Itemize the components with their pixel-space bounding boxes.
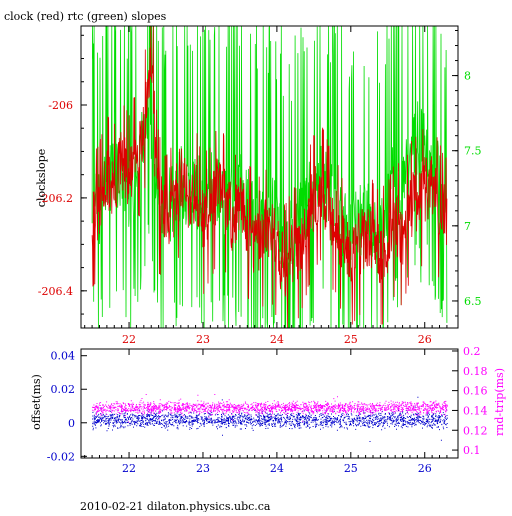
slopes-x-tick-label: 23	[196, 333, 210, 346]
offset-y-tick-label: 0.02	[51, 383, 76, 396]
rndtrip-y-axis-label: rnd-trip(ms)	[493, 368, 506, 436]
slopes-x-tick-label: 22	[122, 333, 136, 346]
offset-y-tick-label: 0.04	[51, 350, 76, 363]
offset-scatter-points	[92, 396, 448, 442]
offset-plot-frame	[80, 348, 459, 459]
slopes-y2-tick-label: 7.5	[464, 145, 482, 158]
rndtrip-y2-tick-label: 0.1	[463, 444, 481, 457]
rndtrip-y2-tick-label: 0.16	[463, 385, 488, 398]
rndtrip-y2-tick-label: 0.14	[463, 404, 488, 417]
clock-slope-line	[91, 25, 448, 329]
slopes-y-tick-label: -206	[48, 99, 73, 112]
offset-x-tick-label: 23	[196, 462, 210, 475]
slopes-y2-tick-label: 6.5	[464, 295, 482, 308]
slopes-ticks-layer: 22 23 24 25 26 -206.4 -206.2 -206 6.5 7 7.5 8	[38, 26, 482, 346]
slopes-x-tick-label: 26	[418, 333, 432, 346]
offset-y-tick-label: -0.02	[47, 450, 75, 463]
slopes-y-axis-label: clockslope	[35, 149, 48, 207]
slopes-y2-tick-label: 8	[464, 70, 471, 83]
slopes-series-layer	[91, 25, 448, 329]
rndtrip-y2-tick-label: 0.18	[463, 365, 488, 378]
rndtrip-scatter-points	[92, 394, 448, 423]
slopes-x-tick-label: 24	[270, 333, 284, 346]
offset-panel: 22 23 24 25 26 -0.02 0 0.02 0.04 0.1 0.12 0.14 0.16 0…	[30, 345, 506, 475]
slopes-y2-tick-label: 7	[464, 220, 471, 233]
offset-y-tick-label: 0	[68, 417, 75, 430]
rndtrip-y2-tick-label: 0.12	[463, 424, 488, 437]
offset-x-tick-label: 25	[344, 462, 358, 475]
footer-text: 2010-02-21 dilaton.physics.ubc.ca	[80, 500, 271, 512]
rndtrip-y2-tick-label: 0.2	[463, 345, 481, 358]
offset-series-layer	[92, 394, 448, 442]
offset-x-tick-label: 24	[270, 462, 284, 475]
slopes-y-tick-label: -206.2	[38, 192, 73, 205]
slopes-panel: 22 23 24 25 26 -206.4 -206.2 -206 6.5 7 7.5 8 clock…	[35, 25, 482, 346]
offset-y-axis-label: offset(ms)	[30, 374, 43, 430]
offset-x-tick-label: 22	[122, 462, 136, 475]
slopes-y-tick-label: -206.4	[38, 285, 73, 298]
slopes-x-tick-label: 25	[344, 333, 358, 346]
chart-title: clock (red) rtc (green) slopes	[4, 10, 167, 23]
offset-x-tick-label: 26	[418, 462, 432, 475]
offset-ticks-layer: 22 23 24 25 26 -0.02 0 0.02 0.04 0.1 0.12 0.14 0.16 0…	[47, 345, 488, 475]
